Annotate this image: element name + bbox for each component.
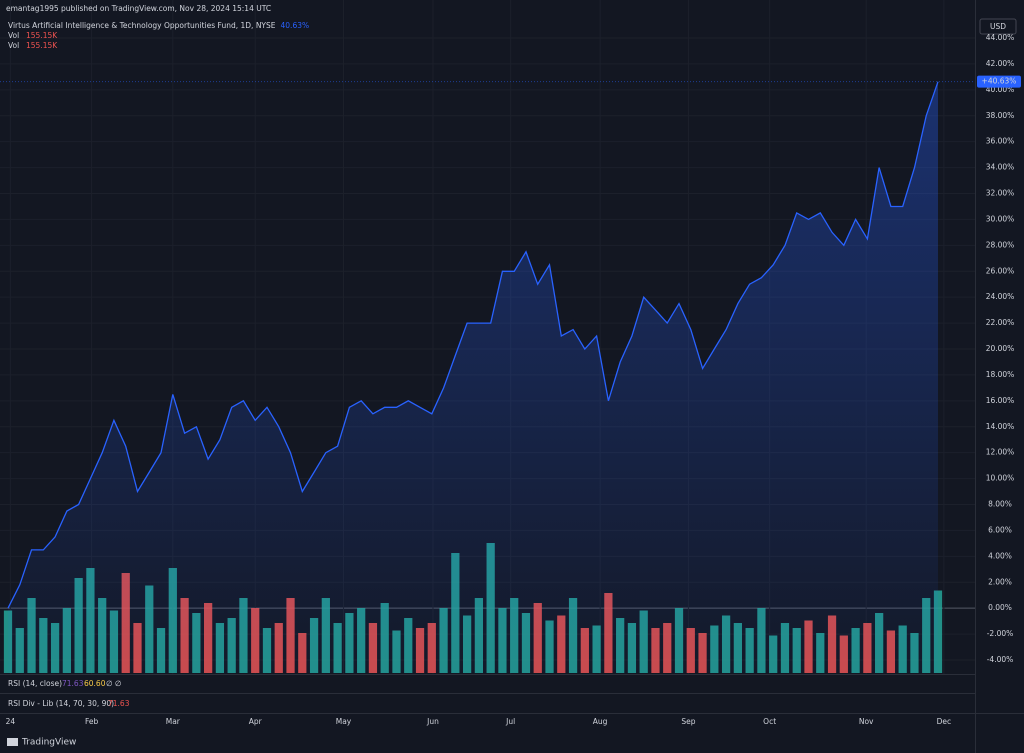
y-tick-label: 2.00% [988,577,1012,586]
x-tick-label: Oct [763,717,776,726]
pane-divider [0,693,975,694]
rsi-div-label: RSI Div - Lib (14, 70, 30, 90) [8,699,114,708]
x-tick-label: Mar [166,717,181,726]
y-tick-label: 12.00% [986,448,1015,457]
y-tick-label: 24.00% [986,292,1015,301]
pane-divider [0,674,975,675]
y-tick-label: 44.00% [986,33,1015,42]
y-tick-label: 16.00% [986,396,1015,405]
y-tick-label: 28.00% [986,240,1015,249]
last-price-box [977,75,1021,88]
y-tick-label: 30.00% [986,214,1015,223]
y-tick-label: 0.00% [988,603,1012,612]
logo [7,738,18,746]
y-tick-label: 36.00% [986,137,1015,146]
x-tick-label: 24 [6,717,16,726]
vol-value: 155.15K [26,31,58,40]
currency[interactable]: USD [990,22,1006,31]
line [7,81,939,609]
area [8,81,938,673]
y-tick-label: 22.00% [986,318,1015,327]
x-tick-label: May [336,717,352,726]
y-tick-label: 32.00% [986,189,1015,198]
y-tick-label: 6.00% [988,525,1012,534]
legend-title: Virtus Artificial Intelligence & Technol… [8,21,276,30]
legend-value: 40.63% [281,21,310,30]
rsi-value: 71.63 [62,679,84,688]
y-tick-label: 38.00% [986,111,1015,120]
x-tick-label: Nov [859,717,874,726]
x-tick-label: Jun [426,717,439,726]
vol-label: Vol [8,31,19,40]
currency-box[interactable] [979,18,1017,35]
y-tick-label: 34.00% [986,163,1015,172]
x-tick-label: Dec [937,717,952,726]
pane-divider [0,713,1024,714]
footer: TradingView [21,738,76,748]
y-tick-label: 8.00% [988,500,1012,509]
vol-value: 155.15K [26,41,58,50]
y-tick-label: 20.00% [986,344,1015,353]
x-tick-label: Apr [249,717,263,726]
y-tick-label: -4.00% [987,655,1014,664]
rsi-div-value: 71.63 [108,699,130,708]
y-tick-label: 4.00% [988,551,1012,560]
header: emantag1995 published on TradingView.com… [6,4,271,13]
y-tick-label: 26.00% [986,266,1015,275]
y-tick-label: 10.00% [986,474,1015,483]
x-tick-label: Feb [85,717,99,726]
x-tick-label: Aug [593,717,608,726]
y-tick-label: -2.00% [987,629,1014,638]
last-price-label: +40.63% [982,77,1017,86]
x-tick-label: Sep [681,717,695,726]
volume-bar [3,610,13,673]
y-tick-label: 18.00% [986,370,1015,379]
y-tick-label: 14.00% [986,422,1015,431]
x-tick-label: Jul [505,717,515,726]
vol-label: Vol [8,41,19,50]
rsi-value: 60.60 [84,679,106,688]
rsi-label: RSI (14, close) [8,679,62,688]
axis-divider [975,0,976,753]
rsi-value: ∅ ∅ [106,679,121,688]
y-tick-label: 40.00% [986,85,1015,94]
y-tick-label: 42.00% [986,59,1015,68]
